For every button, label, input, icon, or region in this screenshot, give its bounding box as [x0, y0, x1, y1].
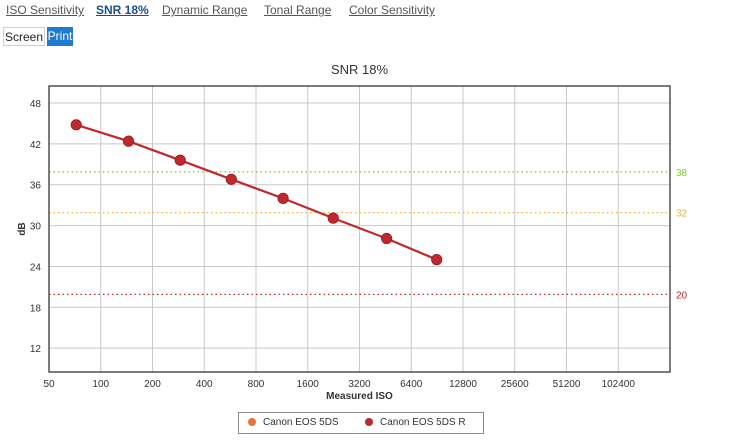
reference-line-label: 32	[676, 209, 688, 220]
chart-title: SNR 18%	[331, 62, 389, 77]
y-tick-label: 24	[30, 262, 42, 273]
x-tick-label: 6400	[400, 379, 423, 390]
data-point	[70, 119, 82, 131]
y-tick-label: 30	[30, 222, 42, 233]
data-point	[174, 154, 186, 166]
print-mode-button[interactable]: Print	[47, 27, 73, 46]
snr-chart: 50 100 200 400 800 1600 3200 6400 12800 25600 5120…	[17, 62, 688, 402]
chart-legend: Canon EOS 5DS Canon EOS 5DS R	[238, 412, 484, 434]
y-tick-label: 12	[30, 344, 42, 355]
legend-label-5ds: Canon EOS 5DS	[263, 417, 339, 428]
x-tick-label: 25600	[501, 379, 529, 390]
y-tick-label: 18	[30, 303, 42, 314]
x-tick-label: 1600	[297, 379, 320, 390]
y-tick-label: 48	[30, 99, 42, 110]
tab-iso-sensitivity[interactable]: ISO Sensitivity	[6, 3, 85, 17]
y-axis-label: dB	[17, 222, 28, 235]
legend-item-5ds-r[interactable]: Canon EOS 5DS R	[365, 417, 466, 428]
tab-dynamic-range[interactable]: Dynamic Range	[162, 3, 248, 17]
tab-color-sensitivity[interactable]: Color Sensitivity	[349, 3, 436, 17]
plot-frame	[48, 85, 671, 373]
data-point	[122, 135, 135, 147]
x-tick-label: 50	[43, 379, 55, 390]
tab-snr-18[interactable]: SNR 18%	[96, 3, 149, 17]
legend-marker-5ds	[248, 418, 256, 426]
legend-marker-5ds-r	[365, 418, 373, 426]
x-tick-label: 100	[92, 379, 109, 390]
x-tick-label: 800	[248, 379, 265, 390]
reference-line-label: 20	[676, 290, 688, 301]
screen-mode-button[interactable]: Screen	[3, 27, 45, 46]
y-tick-label: 42	[30, 140, 42, 151]
x-tick-label: 3200	[348, 379, 371, 390]
x-tick-label: 12800	[449, 379, 477, 390]
data-point	[327, 212, 339, 224]
x-axis-label: Measured ISO	[326, 391, 393, 402]
legend-label-5ds-r: Canon EOS 5DS R	[380, 417, 466, 428]
data-point	[225, 173, 237, 185]
x-tick-label: 200	[144, 379, 161, 390]
tab-tonal-range[interactable]: Tonal Range	[264, 3, 332, 17]
data-point	[277, 192, 289, 204]
x-tick-label: 51200	[553, 379, 581, 390]
reference-line-label: 38	[676, 168, 688, 179]
series-line	[75, 123, 438, 261]
y-tick-label: 36	[30, 181, 42, 192]
legend-item-5ds[interactable]: Canon EOS 5DS	[248, 417, 339, 428]
data-point	[380, 232, 393, 245]
x-tick-label: 102400	[602, 379, 636, 390]
data-point	[431, 254, 443, 266]
x-tick-label: 400	[196, 379, 213, 390]
